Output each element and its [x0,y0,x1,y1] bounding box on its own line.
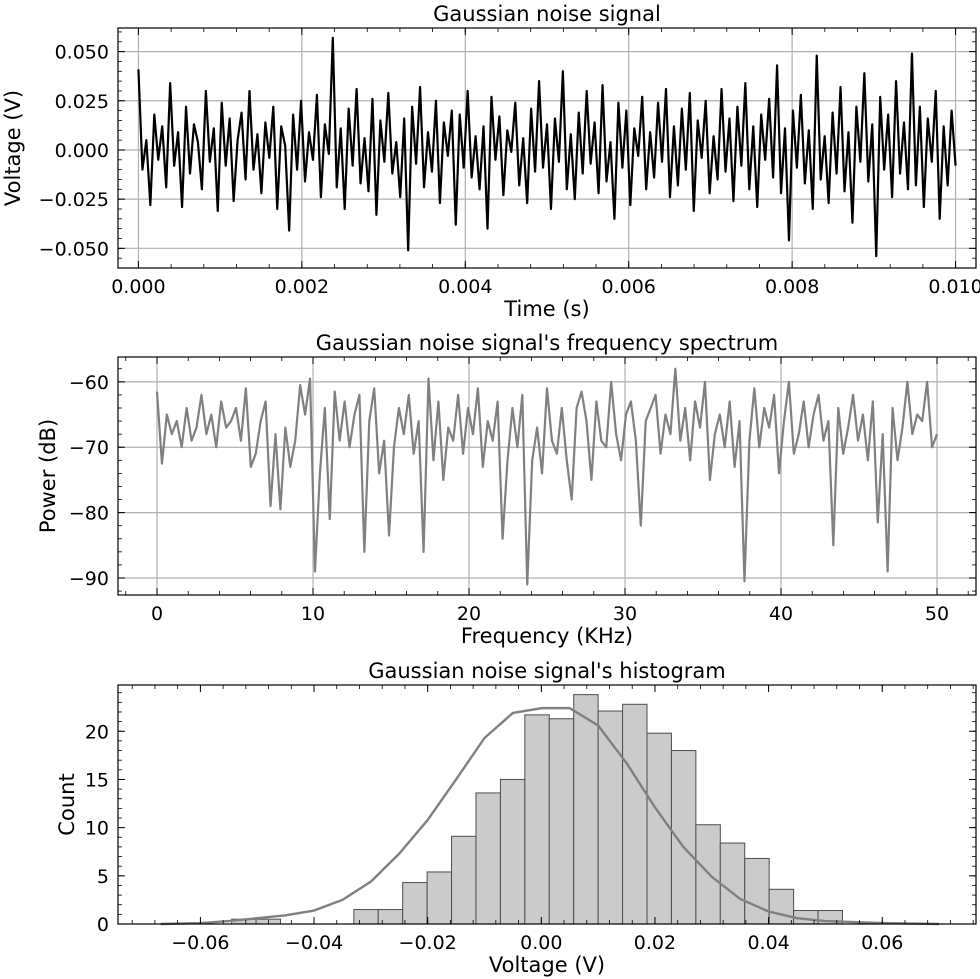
histogram-bar [402,882,428,925]
x-axis-label: Voltage (V) [489,953,605,977]
y-tick-label: 5 [97,866,109,888]
histogram-bar [524,714,550,925]
histogram-bar [499,778,526,925]
y-axis-label: Voltage (V) [1,90,25,206]
x-tick-label: 10 [301,603,325,625]
x-tick-label: 0.000 [111,276,165,298]
y-tick-label: 0.025 [55,91,109,113]
y-tick-label: −60 [69,372,109,394]
histogram-bar [426,871,453,925]
histogram-bar [475,792,501,925]
x-tick-label: 30 [613,603,637,625]
chart-title: Gaussian noise signal's histogram [368,659,726,683]
series-line-1 [155,367,939,586]
x-tick-label: 50 [925,603,949,625]
x-tick-label: 40 [769,603,793,625]
chart-title: Gaussian noise signal's frequency spectr… [316,331,778,355]
y-tick-label: −0.025 [39,189,109,211]
x-tick-label: 0.06 [861,932,903,954]
axes-frame [117,27,977,269]
x-tick-label: 0.008 [765,276,819,298]
x-tick-label: 0.00 [520,932,562,954]
x-tick-label: 0 [151,603,163,625]
histogram-bar [768,888,795,925]
y-tick-label: 0.050 [55,42,109,64]
x-tick-label: −0.06 [171,932,229,954]
histogram-bar [622,703,648,925]
x-axis-label: Time (s) [503,297,589,321]
y-axis-label: Power (dB) [36,419,60,533]
subplot-3: −0.06 −0.04 −0.02 0.00 0.02 0.04 0.06 0 5 10 15 20 G… [55,659,977,977]
histogram-bar [597,710,624,925]
x-axis-label: Frequency (KHz) [461,624,633,648]
histogram-bar [573,694,599,925]
histogram-bar [353,909,379,925]
chart-title: Gaussian noise signal [433,2,661,26]
subplot-1: 0.000 0.002 0.004 0.006 0.008 0.010 −0.050 −0.0… [1,2,980,321]
histogram-bar [646,732,672,925]
y-tick-label: −0.050 [39,238,109,260]
y-tick-label: 15 [85,769,109,791]
x-tick-label: 0.010 [928,276,980,298]
axes-frame [117,356,977,596]
x-tick-label: 0.006 [602,276,656,298]
y-tick-label: 0.000 [55,140,109,162]
x-tick-label: −0.04 [285,932,343,954]
histogram-bar [451,835,477,925]
x-tick-label: 0.002 [275,276,329,298]
y-axis-label: Count [55,773,79,835]
subplot-2: 0 10 20 30 40 50 −60 −70 −80 −90 Gaussian noise si… [36,331,977,648]
y-tick-label: 0 [97,914,109,936]
x-tick-label: 0.02 [634,932,676,954]
x-tick-label: −0.02 [399,932,457,954]
y-tick-label: 20 [85,721,109,743]
y-tick-label: −90 [69,568,109,590]
axes-frame [117,684,977,925]
y-tick-label: −80 [69,503,109,525]
x-tick-label: 0.004 [438,276,492,298]
histogram-bar [719,842,746,925]
y-tick-label: −70 [69,437,109,459]
x-tick-label: 0.04 [747,932,789,954]
y-tick-label: 10 [85,818,109,840]
histogram-bar [744,857,770,925]
histogram-bar [548,718,575,925]
kde-curve [160,706,940,926]
series-line-1 [137,36,957,258]
x-tick-label: 20 [457,603,481,625]
